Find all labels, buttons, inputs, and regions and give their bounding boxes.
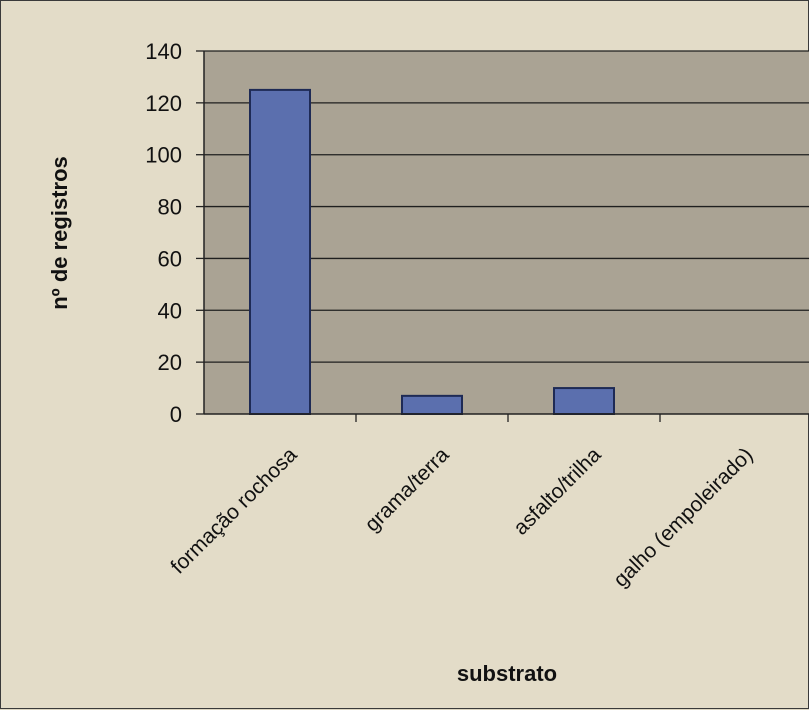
bars [249, 88, 615, 416]
bar-0 [249, 88, 311, 416]
y-tick-label: 100 [145, 143, 182, 168]
y-tick-label: 140 [145, 39, 182, 64]
y-axis-ticks: 0 20 40 60 80 100 120 140 [145, 39, 204, 427]
y-tick-label: 20 [158, 350, 182, 375]
bar-2 [553, 387, 615, 416]
y-tick-label: 60 [158, 246, 182, 271]
y-tick-label: 120 [145, 91, 182, 116]
y-tick-label: 40 [158, 298, 182, 323]
x-tick-label: galho (empoleirado) [609, 443, 757, 591]
x-tick-label: formação rochosa [166, 443, 301, 578]
x-axis-label: substrato [457, 661, 557, 686]
x-tick-label: grama/terra [361, 443, 454, 536]
y-tick-label: 80 [158, 195, 182, 220]
y-tick-label: 0 [170, 402, 182, 427]
bar-1 [401, 394, 463, 416]
y-axis-label: nº de registros [47, 156, 72, 310]
x-axis-ticks: formação rochosa grama/terra asfalto/trilh… [166, 414, 758, 592]
x-tick-label: asfalto/trilha [509, 443, 606, 540]
